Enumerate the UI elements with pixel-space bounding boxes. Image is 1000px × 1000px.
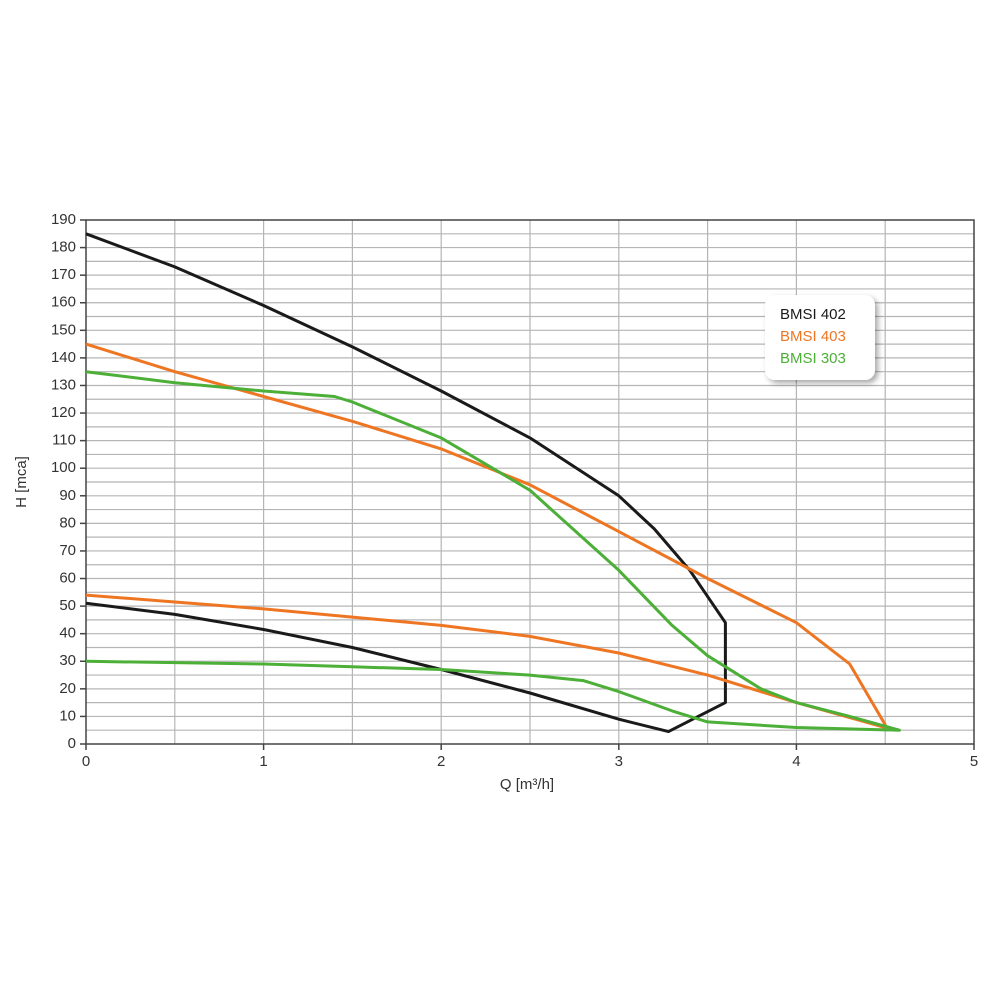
y-tick-label: 20 — [59, 680, 76, 697]
x-tick-label: 1 — [259, 753, 267, 770]
y-tick-label: 110 — [52, 432, 76, 449]
x-tick-label: 4 — [792, 753, 800, 770]
y-tick-label: 30 — [59, 652, 76, 669]
y-tick-label: 50 — [59, 597, 76, 614]
y-tick-label: 0 — [68, 735, 76, 752]
y-tick-label: 180 — [51, 239, 76, 256]
y-tick-label: 60 — [59, 569, 76, 586]
y-tick-label: 150 — [51, 321, 76, 338]
x-axis-label: Q [m³/h] — [500, 776, 554, 793]
y-tick-label: 190 — [51, 211, 76, 228]
y-tick-label: 90 — [59, 487, 76, 504]
series-line — [85, 342, 887, 729]
y-axis-label: H [mca] — [13, 456, 30, 508]
y-tick-label: 130 — [51, 376, 76, 393]
y-tick-label: 40 — [59, 625, 76, 642]
legend-label: BMSI 402 — [780, 306, 846, 323]
x-tick-label: 5 — [970, 753, 978, 770]
y-tick-label: 120 — [51, 404, 76, 421]
y-tick-label: 10 — [59, 707, 76, 724]
legend-label: BMSI 303 — [780, 350, 846, 367]
x-tick-label: 3 — [615, 753, 623, 770]
x-tick-label: 0 — [82, 753, 90, 770]
plot-frame — [85, 219, 975, 745]
y-tick-label: 70 — [59, 542, 76, 559]
y-tick-label: 100 — [51, 459, 76, 476]
y-tick-label: 140 — [51, 349, 76, 366]
legend-label: BMSI 403 — [780, 328, 846, 345]
legend-box — [765, 295, 875, 380]
y-tick-label: 80 — [59, 514, 76, 531]
y-tick-label: 160 — [51, 294, 76, 311]
series-line — [85, 232, 727, 734]
y-tick-label: 170 — [51, 266, 76, 283]
series-line — [85, 370, 901, 732]
x-tick-label: 2 — [437, 753, 445, 770]
